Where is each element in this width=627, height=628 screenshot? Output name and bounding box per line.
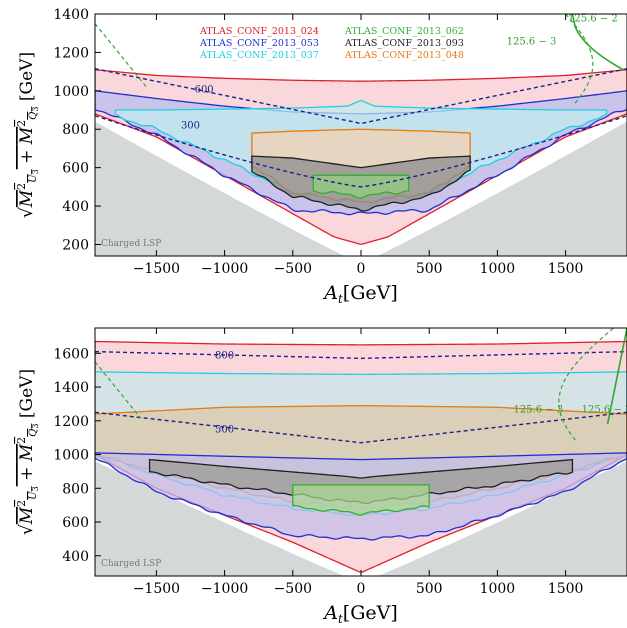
x-tick-label: 1500 (548, 261, 584, 277)
y-tick-label: 1000 (53, 448, 89, 464)
x-tick-label: −500 (274, 581, 312, 597)
higgs-contour-solid (606, 328, 627, 425)
band-atlas_conf_2013_062 (292, 484, 430, 516)
x-tick-label: −500 (274, 261, 312, 277)
plot-area: 600 300 125.6 − 2 125.6 − 3 Charged LSP (95, 14, 627, 256)
plot-area: 800 500 125.6 − 3 125.6 − 2 Charged LSP (95, 328, 627, 576)
y-tick-label: 800 (62, 481, 89, 497)
x-tick-label: −1000 (201, 581, 248, 597)
contour-label-0: 800 (215, 350, 234, 361)
y-tick-label: 400 (62, 549, 89, 565)
x-axis-label: At[GeV] (322, 602, 398, 626)
x-axis-label: At[GeV] (322, 282, 398, 306)
band-atlas_conf_2013_093 (148, 458, 574, 505)
legend-entry-3: ATLAS_CONF_2013_062 (344, 26, 464, 37)
higgs-contour-dashed (558, 328, 614, 441)
legend-entry-5: ATLAS_CONF_2013_048 (344, 50, 464, 61)
x-tick-label: 500 (416, 261, 443, 277)
legend-entry-0: ATLAS_CONF_2013_024 (199, 26, 319, 37)
y-tick-label: 1200 (53, 45, 89, 61)
contour-label-2: 125.6 − 3 (513, 404, 563, 415)
y-tick-label: 1400 (53, 7, 89, 23)
charged-lsp-label: Charged LSP (101, 239, 161, 249)
y-tick-label: 400 (62, 199, 89, 215)
x-tick-label: 0 (357, 261, 366, 277)
y-tick-label: 1600 (53, 346, 89, 362)
contour-label-0: 600 (195, 85, 214, 96)
contour-label-2: 125.6 − 2 (568, 14, 618, 25)
x-tick-label: 500 (416, 581, 443, 597)
legend-entry-2: ATLAS_CONF_2013_037 (199, 50, 319, 61)
x-tick-label: −1500 (133, 581, 180, 597)
y-tick-label: 1000 (53, 84, 89, 100)
contour-label-1: 300 (181, 120, 200, 131)
mass-contour-1 (95, 411, 627, 444)
contour-label-1: 500 (215, 425, 234, 436)
y-tick-label: 1200 (53, 414, 89, 430)
mass-contour-0 (95, 350, 627, 360)
x-tick-label: 1500 (548, 581, 584, 597)
x-tick-label: 1000 (480, 581, 516, 597)
panel-bottom: 800 500 125.6 − 3 125.6 − 2 Charged LSP −1500… (15, 327, 627, 626)
y-tick-label: 600 (62, 515, 89, 531)
charged-lsp-label: Charged LSP (101, 559, 161, 569)
higgs-contour-left (95, 361, 141, 419)
legend-entry-4: ATLAS_CONF_2013_093 (344, 38, 464, 49)
y-axis-label: √M2U3 + M2Q3 [GeV] (15, 52, 40, 218)
higgs-contour-solid (571, 14, 625, 71)
y-tick-label: 200 (62, 237, 89, 253)
y-axis-label: √M2U3 + M2Q3 [GeV] (15, 369, 40, 535)
x-tick-label: −1000 (201, 261, 248, 277)
contour-label-3: 125.6 − 2 (582, 404, 627, 415)
x-tick-label: −1500 (133, 261, 180, 277)
x-tick-label: 1000 (480, 261, 516, 277)
y-tick-label: 800 (62, 122, 89, 138)
y-tick-label: 600 (62, 161, 89, 177)
x-tick-label: 0 (357, 581, 366, 597)
y-tick-label: 1400 (53, 380, 89, 396)
higgs-contour-dashed (565, 14, 594, 106)
contour-label-3: 125.6 − 3 (507, 37, 557, 48)
panel-top: 600 300 125.6 − 2 125.6 − 3 Charged LSP −1500… (15, 7, 627, 306)
legend-entry-1: ATLAS_CONF_2013_053 (199, 38, 319, 49)
mass-contour-1 (95, 115, 627, 188)
